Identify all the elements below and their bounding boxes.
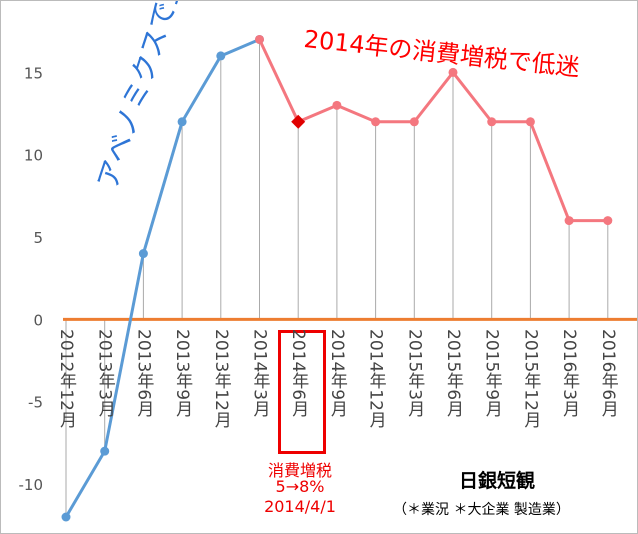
point <box>100 446 110 456</box>
series-line <box>258 38 608 223</box>
y-tick-label: 10 <box>24 147 43 165</box>
y-tick-label: 0 <box>33 311 43 329</box>
point <box>138 249 148 259</box>
point <box>525 117 535 127</box>
x-tick-label: 2014年9月 <box>326 329 347 418</box>
x-tick-label: 2013年3月 <box>94 329 115 418</box>
point <box>564 216 574 226</box>
x-tick-label: 2015年3月 <box>404 329 425 418</box>
x-tick-label: 2015年6月 <box>443 329 463 418</box>
point <box>603 216 613 226</box>
point <box>255 34 264 44</box>
x-tick-label: 2015年12月 <box>520 329 541 428</box>
y-tick-label: 5 <box>33 229 43 247</box>
point <box>487 117 497 127</box>
tax-label: 2014/4/1 <box>264 497 336 516</box>
series-line <box>64 38 261 518</box>
point <box>371 117 381 127</box>
y-tick-label: 15 <box>24 64 43 82</box>
tax-label: 5→8% <box>275 477 325 496</box>
highlight-box <box>278 330 326 454</box>
x-tick-label: 2014年6月 <box>288 329 309 418</box>
x-tick-label: 2012年12月 <box>56 329 76 428</box>
point <box>409 117 419 127</box>
point <box>448 67 458 77</box>
x-tick-label: 2015年9月 <box>481 329 502 418</box>
x-tick-label: 2013年12月 <box>210 329 231 428</box>
x-tick-label: 2016年3月 <box>559 329 580 418</box>
point <box>216 51 226 61</box>
point <box>332 100 342 110</box>
point <box>61 512 71 522</box>
point <box>177 117 187 127</box>
x-tick-label: 2013年9月 <box>172 329 193 418</box>
y-tick-label: -5 <box>28 394 43 412</box>
x-tick-label: 2016年6月 <box>597 329 618 418</box>
x-tick-label: 2014年12月 <box>365 329 386 428</box>
x-tick-label: 2014年3月 <box>249 329 270 418</box>
chart-title: 日銀短観 <box>459 470 536 492</box>
tax-label: 消費増税 <box>267 461 332 480</box>
x-tick-label: 2013年6月 <box>133 329 154 418</box>
y-tick-label: -10 <box>19 476 44 494</box>
chart-subtitle: （＊業況 ＊大企業 製造業） <box>393 502 570 518</box>
highlight-marker <box>291 114 306 129</box>
